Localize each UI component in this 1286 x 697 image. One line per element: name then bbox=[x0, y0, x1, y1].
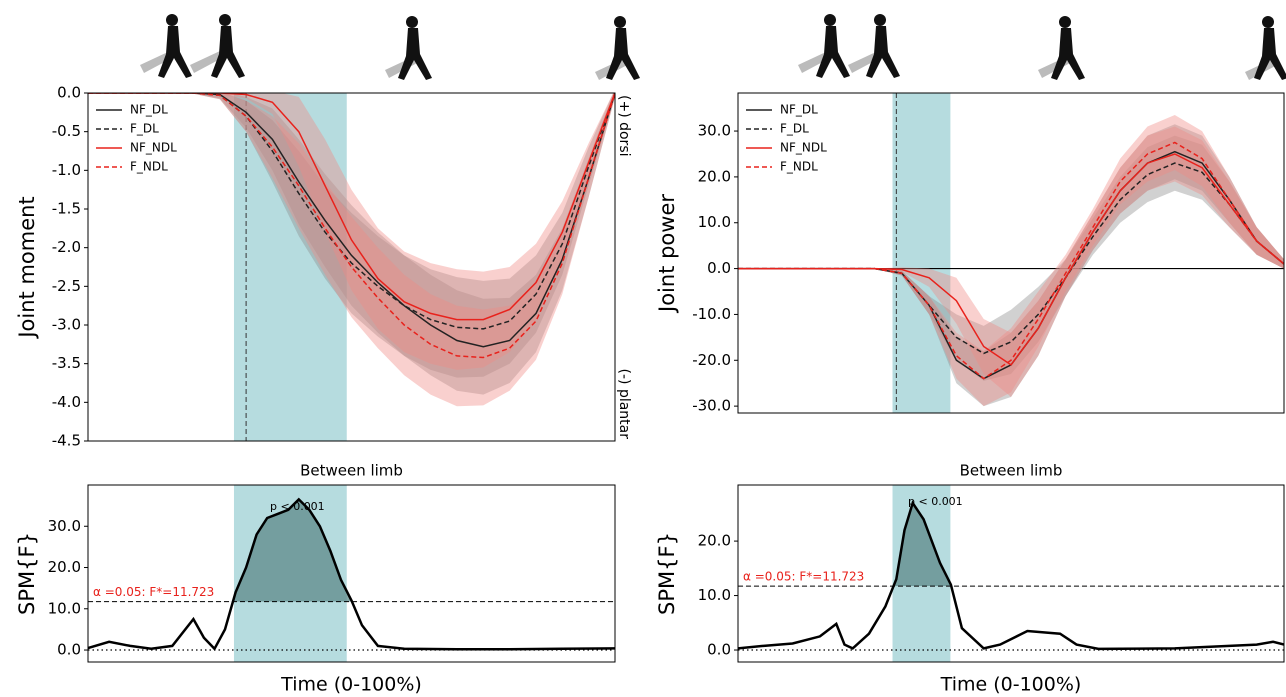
legend-label: NF_NDL bbox=[130, 141, 177, 155]
y-tick-label: 0.0 bbox=[57, 84, 81, 102]
axes-frame bbox=[87, 92, 616, 442]
y-tick-label: 0.0 bbox=[707, 259, 731, 277]
y-tick-label: -3.5 bbox=[52, 354, 81, 372]
sd-band bbox=[738, 124, 1284, 407]
plot-area bbox=[738, 485, 1284, 662]
sd-band bbox=[88, 93, 615, 370]
y-tick-label: -1.5 bbox=[52, 200, 81, 218]
sd-band bbox=[738, 126, 1284, 397]
y-tick-label: -30.0 bbox=[692, 397, 731, 415]
y-tick-label: -20.0 bbox=[692, 351, 731, 369]
axes-frame bbox=[737, 484, 1285, 663]
y-tick-label: 30.0 bbox=[698, 122, 731, 140]
y-tick-label: 0.0 bbox=[707, 641, 731, 659]
y-tick-label: 0.0 bbox=[57, 641, 81, 659]
plot-area bbox=[738, 93, 1284, 413]
spm-curve bbox=[88, 497, 615, 651]
y-tick-label: 20.0 bbox=[698, 532, 731, 550]
p-value: p < 0.001 bbox=[908, 495, 963, 508]
y-axis-label: Joint power bbox=[655, 194, 679, 314]
plot-area bbox=[88, 485, 615, 662]
y-axis-label: SPM{F} bbox=[15, 532, 39, 615]
y-tick-label: 20.0 bbox=[48, 558, 81, 576]
x-axis-label: Time (0-100%) bbox=[280, 674, 422, 696]
significance-region bbox=[233, 93, 347, 441]
significance-region bbox=[892, 93, 951, 413]
suprathreshold-cluster bbox=[893, 503, 952, 587]
y-tick-label: -3.0 bbox=[52, 316, 81, 334]
legend-label: NF_DL bbox=[130, 103, 168, 117]
x-axis-label: Time (0-100%) bbox=[940, 674, 1082, 696]
axes-frame bbox=[737, 92, 1285, 414]
legend-label: F_DL bbox=[780, 122, 809, 136]
series-line bbox=[88, 93, 615, 330]
y-tick-label: 10.0 bbox=[698, 586, 731, 604]
y-tick-label: -2.5 bbox=[52, 277, 81, 295]
sd-band bbox=[88, 93, 615, 378]
legend-label: F_DL bbox=[130, 122, 159, 136]
series-line bbox=[88, 93, 615, 348]
p-value: p < 0.001 bbox=[270, 500, 325, 513]
y-tick-label: -0.5 bbox=[52, 122, 81, 140]
series-line bbox=[88, 93, 615, 321]
threshold-label: α =0.05: F*=11.723 bbox=[93, 585, 214, 599]
legend-label: NF_DL bbox=[780, 103, 818, 117]
series-line bbox=[88, 93, 615, 359]
legend-label: F_NDL bbox=[780, 160, 818, 174]
series-line bbox=[738, 141, 1284, 380]
sd-band bbox=[88, 93, 615, 407]
sd-band bbox=[738, 115, 1284, 407]
sd-band bbox=[738, 135, 1284, 381]
y-tick-label: 10.0 bbox=[698, 213, 731, 231]
y-tick-label: 30.0 bbox=[48, 517, 81, 535]
subplot-title: Between limb bbox=[960, 462, 1063, 480]
subplot-title: Between limb bbox=[300, 462, 403, 480]
y-tick-label: 20.0 bbox=[698, 167, 731, 185]
y-tick-label: 10.0 bbox=[48, 599, 81, 617]
legend-label: NF_NDL bbox=[780, 141, 827, 155]
legend-label: F_NDL bbox=[130, 160, 168, 174]
direction-label: (-) plantar bbox=[616, 369, 632, 440]
axes-frame bbox=[87, 484, 616, 663]
y-tick-label: -4.0 bbox=[52, 393, 81, 411]
plot-area bbox=[88, 93, 615, 441]
y-tick-label: -1.0 bbox=[52, 161, 81, 179]
threshold-label: α =0.05: F*=11.723 bbox=[743, 570, 864, 584]
y-tick-label: -4.5 bbox=[52, 432, 81, 450]
y-tick-label: -2.0 bbox=[52, 238, 81, 256]
y-axis-label: Joint moment bbox=[15, 196, 39, 339]
suprathreshold-cluster bbox=[232, 499, 352, 602]
silhouettes bbox=[140, 14, 1286, 80]
y-axis-label: SPM{F} bbox=[655, 532, 679, 615]
direction-label: (+) dorsi bbox=[616, 95, 632, 157]
y-tick-label: -10.0 bbox=[692, 305, 731, 323]
spm-curve bbox=[738, 500, 1284, 651]
